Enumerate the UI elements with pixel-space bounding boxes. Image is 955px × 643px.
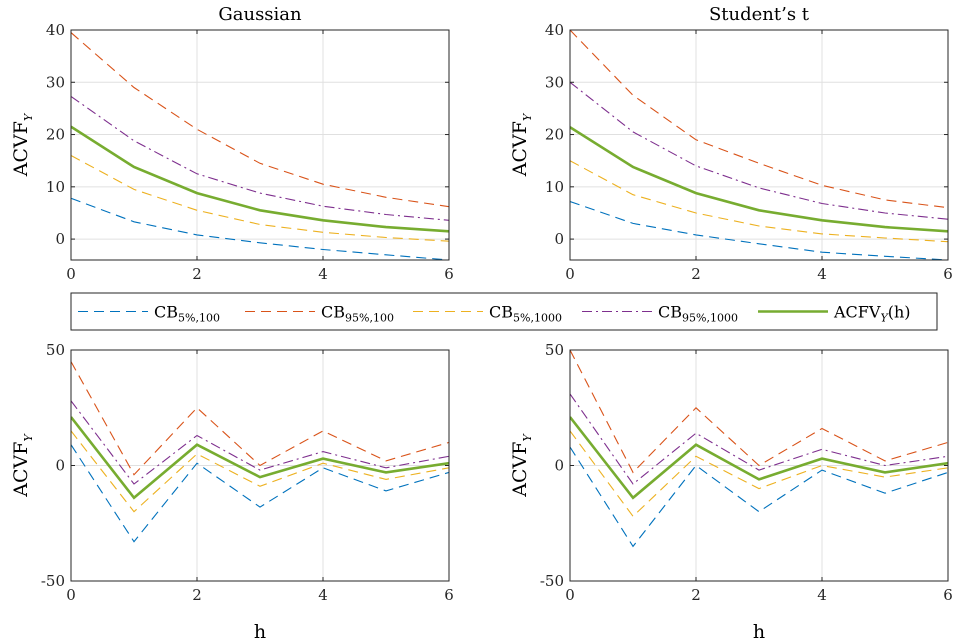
series-line-cb95_1000 (71, 400, 449, 485)
y-tick-label: 40 (545, 21, 564, 39)
series-line-cb95_1000 (570, 81, 948, 220)
y-tick-label: 20 (545, 126, 564, 144)
y-tick-label: 30 (545, 73, 564, 91)
series-line-cb95_1000 (570, 393, 948, 485)
series-line-cb5_100 (71, 444, 449, 543)
y-tick-label: 0 (55, 230, 65, 248)
x-tick-label: 2 (192, 586, 202, 604)
legend-label: CB95%,100 (321, 303, 394, 325)
plot-area (71, 30, 449, 260)
series-line-acvf (71, 125, 449, 233)
x-tick-label: 6 (444, 265, 454, 283)
x-tick-label: 2 (691, 265, 701, 283)
y-tick-label: 0 (554, 457, 564, 475)
y-tick-label: 50 (46, 341, 65, 359)
series-line-cb95_100 (71, 32, 449, 208)
axes-box (70, 29, 450, 261)
legend-label: CB5%,100 (154, 303, 220, 325)
x-axis-label: h (254, 621, 266, 643)
y-axis-label: ACVFY (509, 433, 534, 498)
y-tick-label: 10 (545, 178, 564, 196)
series-line-acvf (570, 126, 948, 233)
y-tick-label: -50 (540, 572, 564, 590)
y-tick-label: 0 (554, 230, 564, 248)
legend-label: ACFVY(h) (833, 303, 911, 325)
series-line-cb95_1000 (71, 95, 449, 221)
y-tick-label: 0 (55, 457, 65, 475)
y-axis-label: ACVFY (509, 112, 534, 177)
x-tick-label: 0 (565, 586, 575, 604)
x-tick-label: 0 (66, 265, 76, 283)
axes-box (569, 29, 949, 261)
y-axis-label: ACVFY (10, 112, 35, 177)
series-line-cb95_100 (71, 361, 449, 476)
x-tick-label: 2 (691, 586, 701, 604)
plot-area (570, 30, 948, 260)
x-tick-label: 4 (318, 265, 328, 283)
legend-item-cb95_100: CB95%,100 (245, 303, 394, 325)
legend-item-acvf: ACFVY(h) (758, 303, 911, 325)
x-tick-label: 6 (943, 265, 953, 283)
x-tick-label: 0 (565, 265, 575, 283)
x-axis-label: h (753, 621, 765, 643)
panel-2: 0 2 4 6 0 10 20 30 40 Student’s t ACVFY (509, 4, 953, 283)
x-tick-label: 4 (318, 586, 328, 604)
x-tick-label: 6 (444, 586, 454, 604)
x-tick-label: 0 (66, 586, 76, 604)
y-tick-label: 10 (46, 178, 65, 196)
x-tick-label: 4 (817, 265, 827, 283)
series-line-cb5_1000 (570, 430, 948, 518)
series-line-cb5_1000 (570, 160, 948, 243)
series-line-acvf (71, 416, 449, 500)
legend-item-cb5_100: CB5%,100 (78, 303, 220, 325)
series-line-cb5_1000 (71, 155, 449, 242)
series-line-acvf (570, 416, 948, 500)
legend-item-cb95_1000: CB95%,1000 (582, 303, 738, 325)
x-tick-label: 2 (192, 265, 202, 283)
x-tick-label: 4 (817, 586, 827, 604)
y-tick-label: 50 (545, 341, 564, 359)
y-tick-label: 40 (46, 21, 65, 39)
legend-item-cb5_1000: CB5%,1000 (413, 303, 562, 325)
series-line-cb5_100 (570, 446, 948, 548)
y-tick-label: 20 (46, 126, 65, 144)
legend-label: CB5%,1000 (489, 303, 562, 325)
series-line-cb5_100 (570, 200, 948, 260)
y-tick-label: 30 (46, 73, 65, 91)
y-axis-label: ACVFY (10, 433, 35, 498)
panel-1: 0 2 4 6 0 10 20 30 40 Gaussian ACVFY (10, 4, 454, 283)
legend-label: CB95%,1000 (658, 303, 738, 325)
series-line-cb5_1000 (71, 430, 449, 513)
legend: CB5%,100 CB95%,100 CB5%,1000 CB95%,1000 ACFV… (70, 292, 938, 331)
y-tick-label: -50 (41, 572, 65, 590)
x-tick-label: 6 (943, 586, 953, 604)
series-line-cb5_100 (71, 197, 449, 260)
chart-title: Student’s t (709, 4, 810, 25)
series-line-cb95_100 (570, 350, 948, 474)
chart-title: Gaussian (218, 4, 302, 25)
